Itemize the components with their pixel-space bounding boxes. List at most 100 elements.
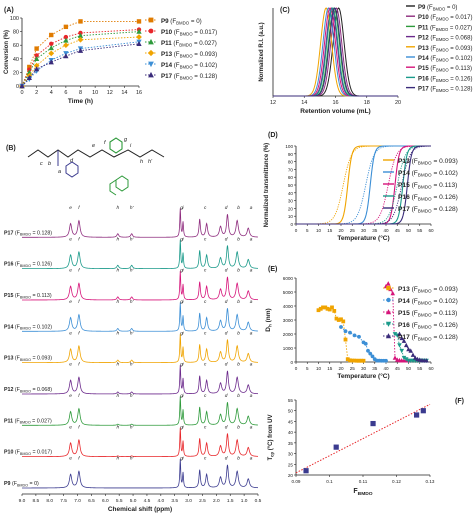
legend-label: P17 (FBMDO = 0.128) (398, 334, 458, 342)
legend-label-main: P12 (4, 387, 13, 393)
nmr-trace (22, 302, 259, 332)
legend-label-open: (F (410, 322, 418, 329)
peak-label: h (116, 236, 119, 242)
panel-c: (C) 12 14 16 18 20 Retention volume (mL) Normal… (259, 5, 472, 115)
data-point (424, 358, 429, 363)
x-tick-label: 30 (361, 366, 367, 371)
legend-label-sub: BMDO (418, 289, 432, 294)
peak-label: d (225, 236, 228, 242)
peak-label: e (69, 269, 72, 274)
data-point (408, 348, 414, 353)
peak-label: g (180, 394, 183, 399)
data-point (147, 49, 155, 57)
data-point (363, 341, 368, 346)
legend-label-main: P10 (418, 15, 429, 21)
peak-label: g (180, 269, 183, 274)
x-tick-label: 16 (136, 90, 142, 96)
peak-label: c (204, 425, 207, 430)
x-tick-label: 2.0 (213, 498, 220, 504)
legend-label-open: (F (13, 324, 20, 330)
legend-label-main: P12 (418, 36, 429, 42)
legend-label-open: (F (410, 194, 418, 201)
data-point (401, 355, 407, 361)
data-point (403, 342, 409, 348)
x-tick-label: 4.5 (144, 498, 151, 504)
y-tick-label: 2000 (283, 332, 294, 337)
data-point (357, 358, 361, 363)
x-tick-label: 55 (417, 228, 423, 233)
legend-label-end: = 0.027) (31, 418, 52, 424)
legend-label-sub: BMDO (436, 17, 449, 22)
legend-label-end: = 0.102) (432, 298, 458, 305)
panel-a: (A) 0 2 4 6 8 10 12 14 16 0 20 40 60 80 100 Time (h) Conv… (4, 7, 217, 105)
peak-label: i (182, 424, 184, 430)
peak-label: b (237, 362, 240, 368)
legend-label-main: P17 (398, 334, 410, 341)
peak-label: a (250, 269, 253, 274)
x-axis-label: Retention volume (mL) (300, 108, 370, 115)
data-point (343, 337, 348, 342)
x-tick-label: 12 (270, 100, 276, 106)
peak-label: g (180, 363, 183, 368)
series-line-cooling (296, 145, 432, 225)
peak-label: b (237, 393, 240, 399)
legend-label-end: = 0.017) (31, 450, 52, 456)
peak-label: a (250, 457, 253, 462)
panel-d: (D) 0 5 10 15 20 25 30 35 40 45 50 55 60 0 10 20 30 40 50 60… (264, 132, 458, 242)
data-point (63, 34, 69, 40)
legend-label-main: P11 (161, 40, 172, 47)
data-point (19, 83, 25, 89)
x-tick-label: 5 (306, 228, 309, 233)
legend-label-sub: BMDO (20, 233, 31, 237)
structure-atom-label: h (140, 159, 143, 165)
structure-atom-label: h' (148, 159, 153, 165)
y-tick-label: 40 (13, 57, 19, 63)
x-tick-label: 15 (327, 366, 333, 371)
data-point (339, 325, 343, 329)
legend-label: P11 (FBMDO = 0.027) (418, 25, 472, 32)
legend-label-end: = 0.126) (432, 322, 458, 329)
legend-label-sub: BMDO (418, 161, 432, 166)
legend-label-main: P14 (418, 56, 429, 62)
peak-label: d (225, 268, 228, 274)
data-point (392, 355, 398, 360)
y-axis-label: Tcp (°C) from UV (268, 415, 275, 461)
legend-label: P16 (FBMDO = 0.126) (4, 262, 52, 268)
structure-atom-label: e (92, 143, 95, 149)
data-point (77, 47, 84, 53)
x-tick-label: 8.5 (33, 498, 40, 504)
legend-label-main: P15 (4, 293, 13, 299)
peak-label: d (225, 393, 228, 399)
x-tick-label: 5.0 (130, 498, 137, 504)
legend-label-main: P9 (4, 481, 11, 487)
peak-label: a (250, 331, 253, 336)
x-tick-label: 30 (361, 228, 367, 233)
x-tick-label: 6 (64, 90, 67, 96)
y-tick-label: 20 (288, 473, 294, 478)
peak-label: d (225, 205, 228, 211)
legend-label: P9 (FBMDO = 0) (161, 18, 202, 26)
legend-label-open: (F (13, 262, 20, 268)
legend-label-main: P13 (398, 158, 410, 165)
y-tick-label: 90 (288, 152, 294, 157)
peak-label: c (204, 331, 207, 336)
legend-label-main: P14 (4, 324, 13, 330)
legend-label: P9 (FBMDO = 0) (418, 5, 457, 12)
legend-label-open: (F (13, 230, 20, 236)
nmr-trace (22, 239, 259, 270)
data-point (63, 37, 69, 43)
peak-label: b (237, 456, 240, 462)
panel-label-d: (D) (268, 132, 278, 139)
legend-label-sub: BMDO (20, 295, 31, 299)
y-tick-label: 60 (13, 43, 19, 49)
legend-label: P13 (FBMDO = 0.093) (4, 356, 52, 362)
legend-label: P17 (FBMDO = 0.128) (398, 206, 458, 214)
legend-label-sub: BMDO (180, 54, 194, 59)
panel-label-f: (F) (455, 398, 464, 405)
peak-label: i (182, 362, 184, 368)
peak-label: d (225, 424, 228, 430)
legend-label-open: (F (172, 73, 180, 80)
x-tick-label: 25 (350, 366, 356, 371)
label-sub: cp (270, 451, 275, 456)
x-tick-label: 3.0 (185, 498, 192, 504)
